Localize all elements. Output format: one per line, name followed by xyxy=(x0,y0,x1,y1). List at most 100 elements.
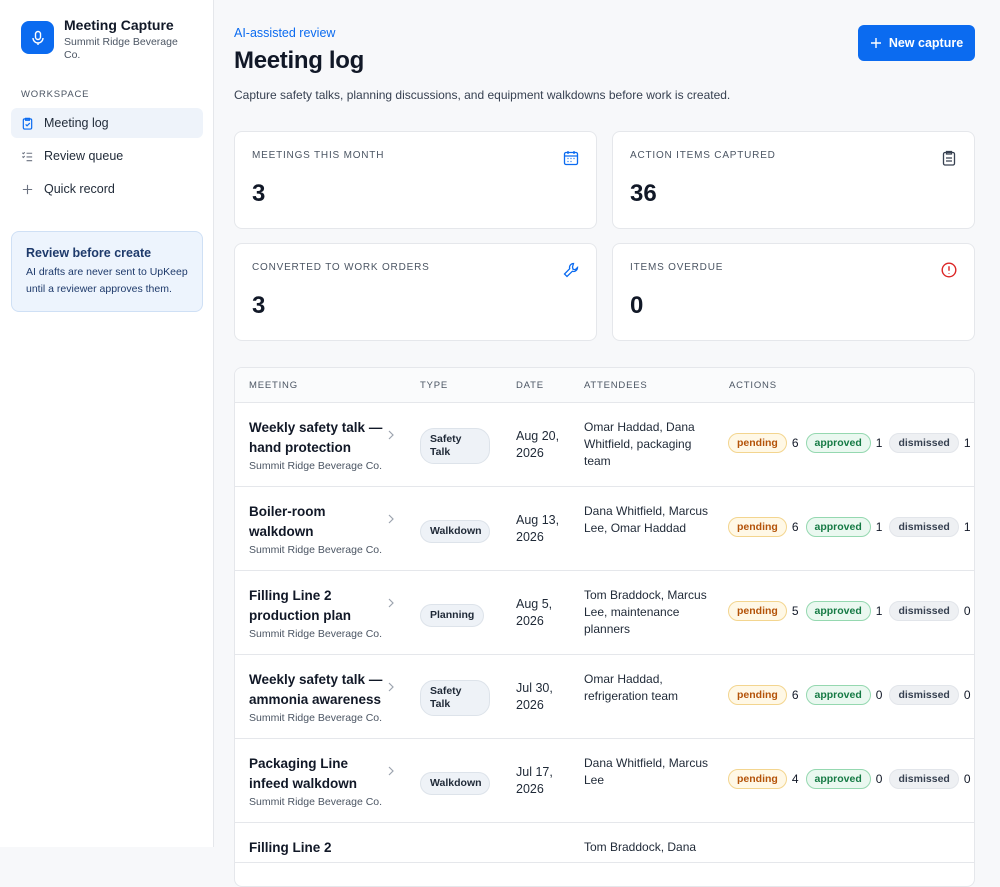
meeting-date: Aug 13, 2026 xyxy=(516,513,560,544)
dismissed-count: 0 xyxy=(963,688,971,702)
attendees: Omar Haddad, refrigeration team xyxy=(584,672,679,703)
approved-badge: approved xyxy=(805,769,871,789)
stat-card: ITEMS OVERDUE 0 xyxy=(612,243,975,341)
meeting-title: Packaging Line infeed walkdown xyxy=(249,756,358,791)
org-name: Summit Ridge Beverage Co. xyxy=(64,36,178,61)
meeting-org: Summit Ridge Beverage Co. xyxy=(249,796,383,808)
dismissed-badge: dismissed xyxy=(889,517,959,537)
pending-count: 4 xyxy=(791,772,799,786)
meeting-title: Weekly safety talk — hand protection xyxy=(249,420,383,455)
meeting-title: Filling Line 2 production plan xyxy=(249,588,351,623)
nav-label: Quick record xyxy=(44,182,115,196)
nav-item[interactable]: Quick record xyxy=(11,174,203,204)
sidebar: Meeting Capture Summit Ridge Beverage Co… xyxy=(0,0,214,847)
pending-count: 6 xyxy=(791,436,799,450)
meeting-title: Weekly safety talk — ammonia awareness xyxy=(249,672,383,707)
plus-icon xyxy=(870,38,881,48)
approved-badge: approved xyxy=(805,601,871,621)
meeting-title: Boiler-room walkdown xyxy=(249,504,326,539)
stat-label: CONVERTED TO WORK ORDERS xyxy=(252,262,430,273)
stat-value: 0 xyxy=(630,292,644,319)
notice: Review before create AI drafts are never… xyxy=(11,231,203,312)
nav-icon xyxy=(22,117,33,130)
dismissed-badge: dismissed xyxy=(889,685,959,705)
column-header: ACTIONS xyxy=(729,380,777,391)
dismissed-count: 0 xyxy=(963,604,971,618)
meeting-date: Jul 30, 2026 xyxy=(516,681,553,712)
approved-badge: approved xyxy=(805,433,871,453)
approved-count: 0 xyxy=(875,772,883,786)
column-header: MEETING xyxy=(249,380,298,391)
chevron-icon xyxy=(388,430,394,440)
stat-label: ACTION ITEMS CAPTURED xyxy=(630,150,776,161)
section-label: WORKSPACE xyxy=(21,89,90,100)
pending-badge: pending xyxy=(728,517,787,537)
pending-badge: pending xyxy=(728,685,787,705)
meeting-org: Summit Ridge Beverage Co. xyxy=(249,628,383,640)
stat-card: CONVERTED TO WORK ORDERS 3 xyxy=(234,243,597,341)
stat-card: MEETINGS THIS MONTH 3 xyxy=(234,131,597,229)
nav-icon xyxy=(21,151,33,161)
stat-value: 3 xyxy=(252,180,266,207)
type-pill: Walkdown xyxy=(420,520,490,543)
approved-count: 0 xyxy=(875,688,883,702)
table-row[interactable]: Weekly safety talk — hand protection Summ… xyxy=(235,403,974,487)
attendees: Tom Braddock, Marcus Lee, maintenance pl… xyxy=(584,588,707,636)
pending-badge: pending xyxy=(728,433,787,453)
body: Meeting Capture Summit Ridge Beverage Co… xyxy=(0,0,975,887)
table-row[interactable]: Boiler-room walkdown Summit Ridge Beverag… xyxy=(235,487,974,571)
dismissed-count: 0 xyxy=(963,772,971,786)
alert-icon xyxy=(941,262,957,278)
table-row[interactable]: Filling Line 2 Tom Braddock, Dana xyxy=(235,823,974,863)
stat-label: ITEMS OVERDUE xyxy=(630,262,724,273)
approved-count: 1 xyxy=(875,520,883,534)
action-counts: pending 5 approved 1 dismissed 0 xyxy=(728,601,971,621)
attendees: Omar Haddad, Dana Whitfield, packaging t… xyxy=(584,420,695,468)
meeting-org: Summit Ridge Beverage Co. xyxy=(249,544,383,556)
dismissed-badge: dismissed xyxy=(889,601,959,621)
table-row[interactable]: Packaging Line infeed walkdown Summit Rid… xyxy=(235,739,974,823)
notice-title: Review before create xyxy=(26,246,152,260)
action-counts: pending 6 approved 0 dismissed 0 xyxy=(728,685,971,705)
meeting-org: Summit Ridge Beverage Co. xyxy=(249,460,383,472)
type-pill: Safety Talk xyxy=(420,680,490,716)
nav-label: Meeting log xyxy=(44,116,109,130)
table-body: Weekly safety talk — hand protection Summ… xyxy=(235,403,974,863)
dismissed-badge: dismissed xyxy=(889,433,959,453)
meeting-date: Aug 5, 2026 xyxy=(516,597,553,628)
page-subtitle: Capture safety talks, planning discussio… xyxy=(234,88,731,102)
table-row[interactable]: Filling Line 2 production plan Summit Rid… xyxy=(235,571,974,655)
nav-item[interactable]: Meeting log xyxy=(11,108,203,138)
pending-badge: pending xyxy=(728,601,787,621)
stat-value: 36 xyxy=(630,180,657,207)
notice-body: AI drafts are never sent to UpKeep until… xyxy=(26,266,188,295)
approved-count: 1 xyxy=(875,436,883,450)
column-header: TYPE xyxy=(420,380,449,391)
nav-label: Review queue xyxy=(44,149,124,163)
meeting-date: Aug 20, 2026 xyxy=(516,429,560,460)
clipboard-icon xyxy=(942,150,956,166)
wrench-icon xyxy=(563,262,579,278)
approved-badge: approved xyxy=(805,517,871,537)
calendar-icon xyxy=(563,151,579,166)
type-pill: Walkdown xyxy=(420,772,490,795)
chevron-icon xyxy=(388,766,394,776)
eyebrow: AI-assisted review xyxy=(234,26,336,40)
attendees: Dana Whitfield, Marcus Lee, Omar Haddad xyxy=(584,504,709,535)
type-pill: Planning xyxy=(420,604,485,627)
chevron-icon xyxy=(388,682,394,692)
new-capture-button[interactable]: New capture xyxy=(858,25,975,61)
page-title: Meeting log xyxy=(234,47,365,74)
action-counts: pending 4 approved 0 dismissed 0 xyxy=(728,769,971,789)
meeting-date: Jul 17, 2026 xyxy=(516,765,553,796)
chevron-icon xyxy=(388,514,394,524)
chevron-icon xyxy=(388,598,394,608)
approved-count: 1 xyxy=(875,604,883,618)
pending-count: 6 xyxy=(791,520,799,534)
nav-item[interactable]: Review queue xyxy=(11,141,203,171)
meeting-org: Summit Ridge Beverage Co. xyxy=(249,712,383,724)
attendees: Dana Whitfield, Marcus Lee xyxy=(584,756,709,787)
table-row[interactable]: Weekly safety talk — ammonia awareness Su… xyxy=(235,655,974,739)
table-header: MEETING TYPE DATE ATTENDEES ACTIONS xyxy=(235,368,974,403)
meeting-table: MEETING TYPE DATE ATTENDEES ACTIONS Week… xyxy=(234,367,975,887)
